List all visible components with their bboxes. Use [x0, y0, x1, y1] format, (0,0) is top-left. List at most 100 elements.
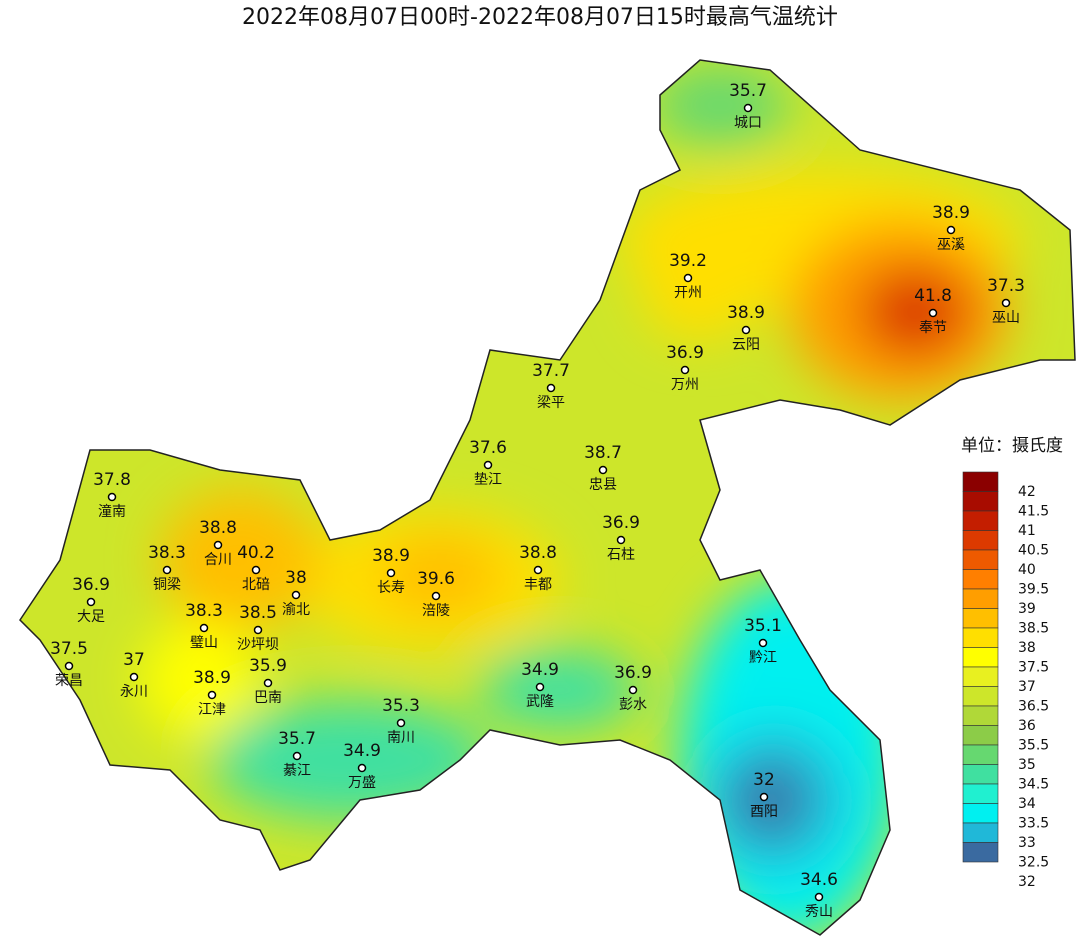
legend-swatch [962, 764, 999, 785]
station-value: 34.6 [800, 870, 838, 890]
legend-tick: 38 [1018, 640, 1036, 656]
station-name: 巴南 [254, 690, 282, 706]
station-value: 40.2 [237, 543, 275, 563]
temperature-field [20, 60, 1075, 935]
legend-swatch [962, 627, 999, 648]
legend-swatch [962, 588, 999, 609]
station-value: 36.9 [72, 575, 110, 595]
legend-swatch [962, 803, 999, 824]
legend-swatch [962, 471, 999, 492]
station-value: 34.9 [343, 741, 381, 761]
station-value: 36.9 [614, 663, 652, 683]
station-dot [741, 325, 751, 335]
station-value: 35.9 [249, 656, 287, 676]
legend-swatch [962, 569, 999, 590]
station-name: 永川 [120, 684, 148, 700]
station-dot [683, 273, 693, 283]
legend-tick: 33 [1018, 835, 1036, 851]
legend-tick: 42 [1018, 484, 1036, 500]
station-dot [107, 492, 117, 502]
station-value: 37 [123, 650, 145, 670]
station-dot [162, 565, 172, 575]
station-name: 江津 [198, 702, 226, 718]
station-value: 36.9 [602, 513, 640, 533]
station-value: 35.7 [729, 81, 767, 101]
station-value: 37.3 [987, 276, 1025, 296]
station-value: 38.9 [193, 668, 231, 688]
station-dot [251, 565, 261, 575]
station-name: 万州 [671, 377, 699, 393]
legend-tick: 39 [1018, 601, 1036, 617]
station-value: 38.3 [148, 543, 186, 563]
station-dot [680, 365, 690, 375]
station-name: 潼南 [98, 503, 126, 520]
station-value: 39.6 [417, 569, 455, 589]
station-value: 38 [285, 568, 307, 588]
station-dot [291, 590, 301, 600]
station-name: 渝北 [282, 602, 310, 618]
legend-swatch [962, 666, 999, 687]
station-name: 云阳 [732, 337, 760, 353]
legend-swatch [962, 491, 999, 512]
station-name: 合川 [204, 552, 232, 568]
legend-tick: 41.5 [1018, 504, 1049, 520]
station-dot [292, 751, 302, 761]
station-name: 璧山 [190, 634, 218, 651]
station-dot [743, 103, 753, 113]
station-name: 万盛 [348, 775, 376, 791]
station-value: 35.1 [744, 616, 782, 636]
legend-tick: 32.5 [1018, 855, 1049, 871]
legend-tick: 39.5 [1018, 582, 1049, 598]
legend-tick: 35.5 [1018, 738, 1049, 754]
station-name: 巫溪 [937, 237, 965, 253]
legend-swatch [962, 725, 999, 746]
station-value: 32 [753, 770, 775, 790]
station-dot [386, 568, 396, 578]
station-dot [628, 685, 638, 695]
legend-tick: 37.5 [1018, 660, 1049, 676]
station-value: 37.8 [93, 470, 131, 490]
station-name: 南川 [387, 730, 415, 746]
legend-tick: 33.5 [1018, 816, 1049, 832]
station-value: 38.5 [239, 603, 277, 623]
station-dot [213, 540, 223, 550]
station-name: 秀山 [805, 904, 833, 920]
station-dot [263, 678, 273, 688]
legend-tick: 35 [1018, 757, 1036, 773]
station-value: 37.5 [50, 639, 88, 659]
legend-tick: 40 [1018, 562, 1036, 578]
station-name: 大足 [77, 609, 105, 625]
station-value: 41.8 [914, 286, 952, 306]
station-dot [396, 718, 406, 728]
legend-swatch [962, 549, 999, 570]
station-dot [598, 465, 608, 475]
legend-swatch [962, 647, 999, 668]
station-value: 38.7 [584, 443, 622, 463]
station-dot [759, 792, 769, 802]
station-value: 38.3 [185, 601, 223, 621]
station-value: 35.7 [278, 729, 316, 749]
station-dot [207, 690, 217, 700]
station-dot [533, 565, 543, 575]
station-name: 荣昌 [55, 673, 83, 689]
station-dot [928, 308, 938, 318]
legend-swatch [962, 686, 999, 707]
legend-swatch [962, 510, 999, 531]
station-name: 梁平 [537, 395, 565, 411]
station-name: 黔江 [749, 650, 777, 666]
station-name: 开州 [674, 285, 702, 301]
legend-tick: 36 [1018, 718, 1036, 734]
station-name: 沙坪坝 [237, 637, 279, 653]
station-dot [814, 892, 824, 902]
station-value: 38.9 [372, 546, 410, 566]
station-value: 38.9 [727, 303, 765, 323]
station-value: 37.7 [532, 361, 570, 381]
station-dot [616, 535, 626, 545]
legend-tick: 32 [1018, 874, 1036, 890]
legend-swatch [962, 822, 999, 843]
station-name: 巫山 [992, 310, 1020, 326]
station-name: 涪陵 [422, 603, 450, 619]
station-name: 丰都 [524, 577, 552, 593]
legend-tick: 34 [1018, 796, 1036, 812]
